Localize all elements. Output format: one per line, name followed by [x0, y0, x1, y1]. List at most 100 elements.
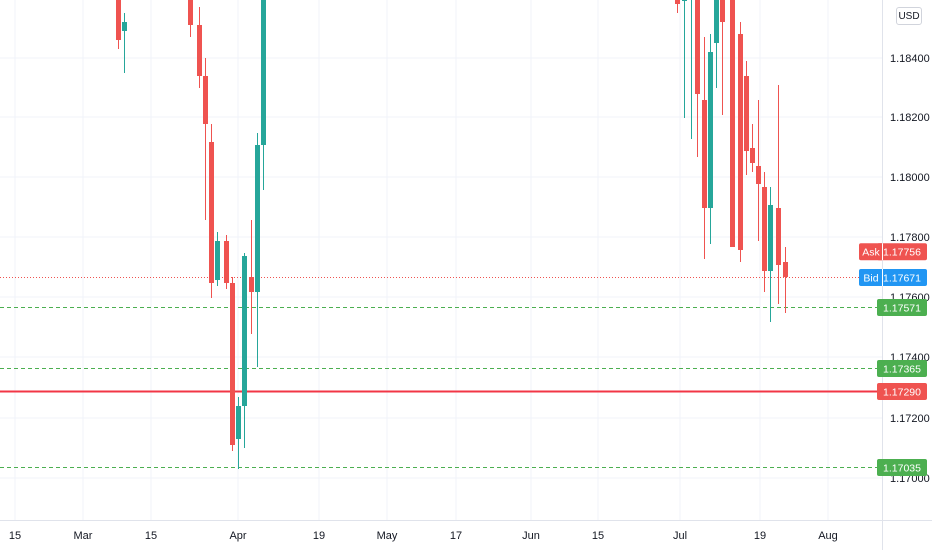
candle-body [675, 0, 680, 4]
candle-up [261, 0, 266, 190]
time-tick-label: 15 [145, 530, 157, 542]
time-tick-label: Mar [74, 530, 93, 542]
grid [0, 0, 882, 520]
candle-down [695, 0, 700, 157]
candle-down [203, 58, 208, 220]
candle-body [242, 256, 247, 406]
candle-down [750, 124, 755, 172]
candle-body [756, 166, 761, 184]
candle-up [236, 397, 241, 469]
price-tick-label: 1.17800 [890, 232, 930, 244]
candle-down [756, 100, 761, 241]
candle-up [682, 0, 687, 118]
candle-up [708, 34, 713, 244]
candle-up [215, 232, 220, 286]
candle-down [744, 61, 749, 175]
time-tick-label: 17 [450, 530, 462, 542]
time-tick-label: 19 [313, 530, 325, 542]
candle-down [188, 0, 193, 37]
price-tick-label: 1.18200 [890, 112, 930, 124]
level-price-tag: 1.17035 [877, 459, 927, 476]
price-tag-label-background [859, 269, 884, 286]
candle-body [230, 283, 235, 445]
price-tick-label: 1.18000 [890, 172, 930, 184]
price-tag-value: 1.17571 [883, 303, 921, 315]
candle-down [197, 7, 202, 88]
candle-body [197, 25, 202, 76]
price-tag-value: 1.17035 [883, 463, 921, 475]
candle-down [720, 0, 725, 115]
price-tag-background [877, 269, 927, 286]
price-tick-label: 1.18400 [890, 53, 930, 65]
time-tick-label: 15 [592, 530, 604, 542]
level-price-tag: 1.17571 [877, 299, 927, 316]
candle-up [255, 133, 260, 367]
price-level-tags: Ask 1.17756 Bid 1.17671 1.17571 1.17365 1.1729… [859, 243, 927, 476]
price-tag-background [877, 459, 927, 476]
candle-body [209, 142, 214, 283]
candle-body [188, 0, 193, 25]
time-tick-label: May [377, 530, 398, 542]
candle-down [776, 85, 781, 304]
candle-down [762, 172, 767, 292]
candle-body [714, 0, 719, 43]
price-tag-value: 1.17290 [883, 387, 921, 399]
candle-down [702, 37, 707, 259]
price-tag-value: 1.17365 [883, 364, 921, 376]
candle-up [714, 0, 719, 88]
candle-up [242, 253, 247, 448]
bid-price-tag: Bid 1.17671 [859, 269, 927, 286]
candlestick-series [116, 0, 788, 469]
candle-body [720, 0, 725, 22]
candle-down [675, 0, 680, 13]
price-tick-label: 1.17200 [890, 413, 930, 425]
candle-body [708, 52, 713, 208]
candle-down [249, 220, 254, 334]
candle-down [730, 0, 735, 247]
candle-body [702, 100, 707, 208]
candle-down [224, 235, 229, 289]
time-tick-label: Apr [229, 530, 246, 542]
candle-body [224, 241, 229, 283]
currency-button[interactable]: USD [896, 7, 922, 25]
candle-body [261, 0, 266, 145]
candle-body [215, 241, 220, 280]
price-tag-background [877, 360, 927, 377]
price-tag-label-background [859, 243, 884, 261]
price-tag-label: Bid [863, 273, 878, 285]
time-axis[interactable]: 15 Mar 15 Apr 19 May 17 Jun 15 Jul 19 Aug [9, 530, 838, 542]
candle-body [203, 76, 208, 124]
candle-body [730, 0, 735, 247]
candle-body [682, 0, 687, 1]
price-tag-value: 1.17756 [883, 247, 921, 259]
candle-body [122, 22, 127, 31]
ask-price-tag: Ask 1.17756 [859, 243, 927, 261]
candle-body [236, 406, 241, 439]
candle-body [776, 208, 781, 265]
price-tag-value: 1.17671 [883, 273, 921, 285]
candle-down [230, 277, 235, 451]
time-tick-label: Jun [522, 530, 540, 542]
candle-body [255, 145, 260, 292]
price-level-lines [0, 277, 882, 468]
candle-body [738, 34, 743, 250]
candle-down [783, 247, 788, 313]
time-tick-label: Jul [673, 530, 687, 542]
candle-body [768, 205, 773, 271]
price-tag-label: Ask [862, 247, 880, 259]
candle-body [762, 187, 767, 271]
candle-up [122, 13, 127, 73]
price-tag-background [877, 243, 927, 261]
price-tag-background [877, 383, 927, 400]
candle-body [744, 76, 749, 151]
time-tick-label: Aug [818, 530, 838, 542]
candle-up [691, 0, 692, 139]
time-tick-label: 19 [754, 530, 766, 542]
price-tag-background [877, 299, 927, 316]
candle-body [695, 0, 700, 94]
candle-body [750, 148, 755, 163]
candle-down [116, 0, 121, 49]
candle-down [738, 22, 743, 262]
candle-body [249, 277, 254, 292]
